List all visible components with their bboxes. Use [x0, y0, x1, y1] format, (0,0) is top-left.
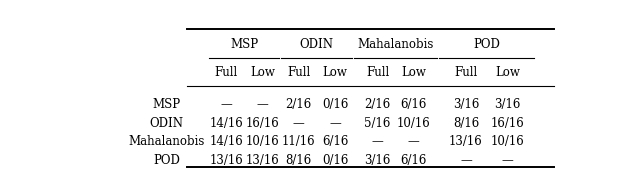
Text: Low: Low: [495, 66, 520, 79]
Text: Full: Full: [366, 66, 389, 79]
Text: —: —: [293, 117, 305, 130]
Text: 10/16: 10/16: [246, 136, 280, 149]
Text: —: —: [408, 136, 420, 149]
Text: 6/16: 6/16: [401, 154, 427, 167]
Text: MSP: MSP: [153, 98, 181, 111]
Text: —: —: [329, 117, 341, 130]
Text: Full: Full: [287, 66, 310, 79]
Text: 8/16: 8/16: [285, 154, 312, 167]
Text: 13/16: 13/16: [209, 154, 243, 167]
Text: 14/16: 14/16: [209, 136, 243, 149]
Text: —: —: [460, 154, 472, 167]
Text: 2/16: 2/16: [285, 98, 312, 111]
Text: 2/16: 2/16: [364, 98, 391, 111]
Text: 10/16: 10/16: [491, 136, 524, 149]
Text: —: —: [372, 136, 383, 149]
Text: —: —: [502, 154, 513, 167]
Text: 0/16: 0/16: [322, 154, 348, 167]
Text: 14/16: 14/16: [209, 117, 243, 130]
Text: Low: Low: [323, 66, 348, 79]
Text: ODIN: ODIN: [300, 39, 333, 52]
Text: 3/16: 3/16: [364, 154, 391, 167]
Text: 3/16: 3/16: [452, 98, 479, 111]
Text: 11/16: 11/16: [282, 136, 316, 149]
Text: 0/16: 0/16: [322, 98, 348, 111]
Text: 13/16: 13/16: [246, 154, 280, 167]
Text: ODIN: ODIN: [150, 117, 184, 130]
Text: POD: POD: [474, 39, 500, 52]
Text: Low: Low: [250, 66, 275, 79]
Text: 16/16: 16/16: [246, 117, 280, 130]
Text: Full: Full: [214, 66, 238, 79]
Text: 10/16: 10/16: [397, 117, 431, 130]
Text: 8/16: 8/16: [452, 117, 479, 130]
Text: Mahalanobis: Mahalanobis: [129, 136, 205, 149]
Text: 5/16: 5/16: [364, 117, 391, 130]
Text: POD: POD: [154, 154, 180, 167]
Text: —: —: [257, 98, 268, 111]
Text: 6/16: 6/16: [322, 136, 348, 149]
Text: Low: Low: [401, 66, 426, 79]
Text: Mahalanobis: Mahalanobis: [357, 39, 434, 52]
Text: 16/16: 16/16: [491, 117, 524, 130]
Text: MSP: MSP: [230, 39, 258, 52]
Text: —: —: [220, 98, 232, 111]
Text: 13/16: 13/16: [449, 136, 483, 149]
Text: 3/16: 3/16: [494, 98, 521, 111]
Text: Full: Full: [454, 66, 477, 79]
Text: 6/16: 6/16: [401, 98, 427, 111]
